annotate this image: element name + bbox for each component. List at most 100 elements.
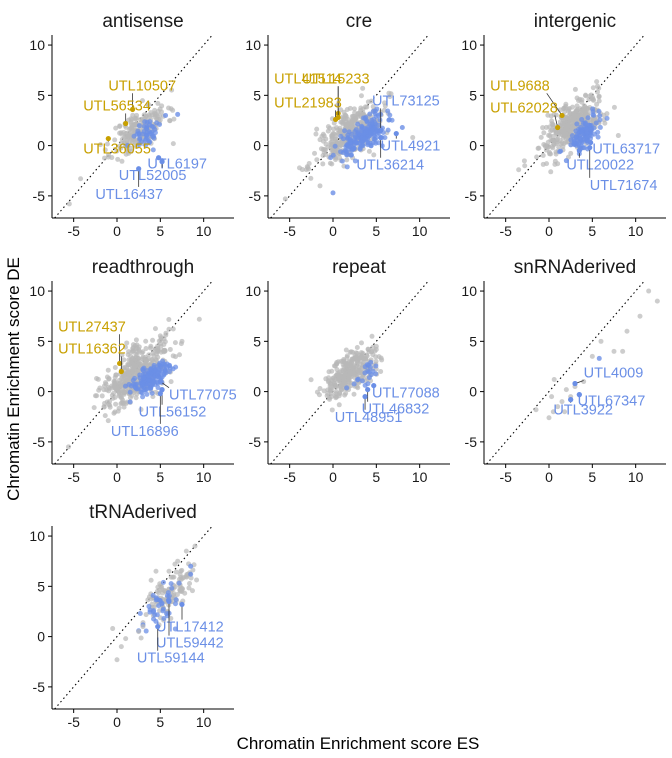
data-point [567, 110, 573, 116]
data-point [568, 137, 574, 143]
data-point [358, 358, 364, 364]
data-point [138, 386, 144, 392]
points [516, 79, 621, 175]
data-point [308, 175, 314, 181]
data-point [141, 112, 147, 118]
data-point [153, 618, 159, 624]
data-point [359, 123, 365, 129]
x-tick-label: 10 [412, 223, 428, 239]
data-point [140, 349, 146, 355]
data-point [94, 393, 100, 399]
data-point [188, 563, 194, 569]
facet-title: antisense [102, 11, 183, 32]
data-point [149, 390, 155, 396]
data-point [369, 120, 375, 126]
point-label: UTL41514 [274, 71, 342, 87]
data-point [65, 444, 71, 450]
x-tick-label: 10 [628, 469, 644, 485]
data-point [316, 392, 322, 398]
data-point [152, 326, 158, 332]
data-point [179, 338, 185, 344]
data-point [139, 139, 145, 145]
data-point [94, 375, 100, 381]
data-point [114, 148, 120, 154]
highlighted-point [378, 127, 384, 134]
data-point [344, 143, 350, 149]
data-point [373, 343, 379, 349]
data-point [150, 592, 156, 598]
data-point [365, 368, 371, 374]
data-point [171, 116, 177, 122]
x-tick-label: -5 [67, 223, 80, 239]
data-point [382, 100, 388, 106]
y-tick-label: 5 [253, 87, 261, 103]
data-point [372, 120, 378, 126]
point-label: UTL63717 [592, 142, 660, 158]
facet-title: cre [346, 11, 372, 32]
data-point [134, 349, 140, 355]
y-tick-label: 5 [469, 333, 477, 349]
data-point [128, 359, 134, 365]
data-point [78, 176, 84, 182]
data-point [579, 117, 585, 123]
data-point [150, 147, 156, 153]
data-point [551, 377, 557, 383]
data-point [356, 367, 362, 373]
highlighted-point [166, 598, 172, 605]
data-point [585, 115, 591, 121]
data-point [169, 87, 175, 93]
data-point [590, 106, 596, 112]
data-point [102, 147, 108, 153]
data-point [556, 144, 562, 150]
x-tick-label: -5 [283, 469, 296, 485]
data-point [173, 569, 179, 575]
data-point [147, 119, 153, 125]
point-label: UTL77088 [372, 386, 440, 402]
point-label: UTL20022 [566, 158, 634, 174]
points [65, 316, 202, 450]
data-point [313, 131, 319, 137]
highlighted-point [365, 386, 371, 393]
facet-title: snRNAderived [514, 257, 637, 278]
data-point [385, 108, 391, 114]
data-point [325, 144, 331, 150]
x-tick-label: 5 [588, 469, 596, 485]
y-tick-label: 10 [461, 283, 477, 299]
data-point [533, 407, 539, 413]
data-point [329, 387, 335, 393]
y-tick-label: -5 [33, 188, 46, 204]
data-point [326, 395, 332, 401]
data-point [389, 117, 395, 123]
data-point [150, 124, 156, 130]
data-point [138, 635, 144, 641]
data-point [282, 196, 288, 202]
data-point [130, 355, 136, 361]
x-tick-label: -5 [67, 469, 80, 485]
point-label: UTL48951 [335, 410, 403, 426]
highlighted-point [117, 360, 123, 367]
data-point [574, 106, 580, 112]
data-point [399, 125, 405, 131]
data-point [597, 124, 603, 130]
data-point [325, 391, 331, 397]
data-point [577, 96, 583, 102]
point-label: UTL16362 [58, 341, 126, 357]
data-point [105, 418, 111, 424]
data-point [559, 399, 565, 405]
data-point [327, 125, 333, 131]
point-label: UTL4009 [584, 366, 644, 382]
data-point [314, 126, 320, 132]
x-tick-label: 0 [545, 223, 553, 239]
point-label: UTL77075 [169, 388, 237, 404]
data-point [166, 326, 172, 332]
data-point [347, 105, 353, 111]
data-point [129, 124, 135, 130]
x-tick-label: 0 [329, 469, 337, 485]
data-point [128, 148, 134, 154]
y-tick-label: 5 [37, 87, 45, 103]
data-point [121, 357, 127, 363]
data-point [161, 615, 167, 621]
data-point [550, 409, 556, 415]
highlighted-point [371, 382, 377, 389]
data-point [342, 363, 348, 369]
